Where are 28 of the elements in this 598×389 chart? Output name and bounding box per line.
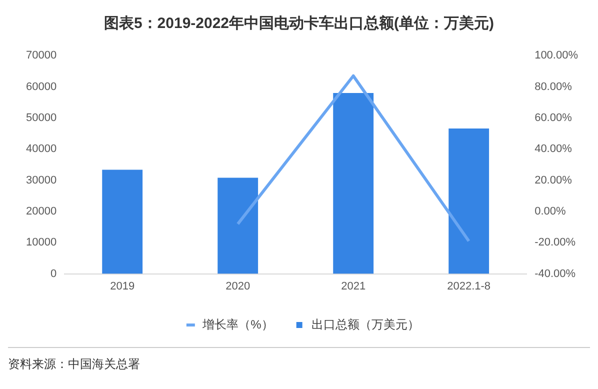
y-tick-label: 10000 — [26, 236, 57, 249]
bar — [448, 128, 490, 274]
y-tick-label: 40000 — [26, 143, 57, 156]
y2-tick-label: 40.00% — [534, 143, 572, 156]
y2-tick-label: 80.00% — [534, 80, 572, 93]
y-tick-label: 0 — [50, 268, 57, 280]
bar — [102, 170, 143, 274]
y2-tick-label: 20.00% — [534, 174, 572, 186]
y2-tick-label: 0.00% — [534, 205, 566, 218]
y-tick-label: 30000 — [26, 174, 57, 186]
x-tick-label: 2020 — [226, 280, 250, 292]
y-tick-label: 20000 — [26, 205, 57, 218]
text: 资料来源：中国海关总署 — [8, 356, 141, 373]
x-tick-label: 2022.1-8 — [447, 280, 491, 292]
y2-tick-label: -20.00% — [534, 236, 576, 249]
x-tick-label: 2019 — [110, 280, 135, 292]
y-tick-label: 70000 — [26, 50, 57, 62]
y-tick-label: 50000 — [26, 112, 57, 124]
x-tick-label: 2021 — [341, 280, 366, 292]
y2-tick-label: 100.00% — [534, 50, 578, 62]
y-tick-label: 60000 — [26, 80, 57, 93]
legend-label: 增长率（%） — [202, 317, 274, 332]
y2-tick-label: 60.00% — [534, 112, 572, 124]
bar — [333, 93, 374, 274]
legend-label: 出口总额（万美元） — [311, 317, 420, 332]
y2-tick-label: -40.00% — [534, 268, 576, 280]
bar — [218, 178, 258, 274]
chart-title: 图表5：2019-2022年中国电动卡车出口总额(单位：万美元) — [102, 14, 496, 34]
